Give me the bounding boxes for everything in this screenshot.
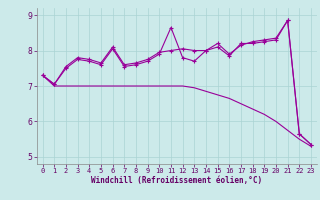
X-axis label: Windchill (Refroidissement éolien,°C): Windchill (Refroidissement éolien,°C) [91, 176, 262, 185]
